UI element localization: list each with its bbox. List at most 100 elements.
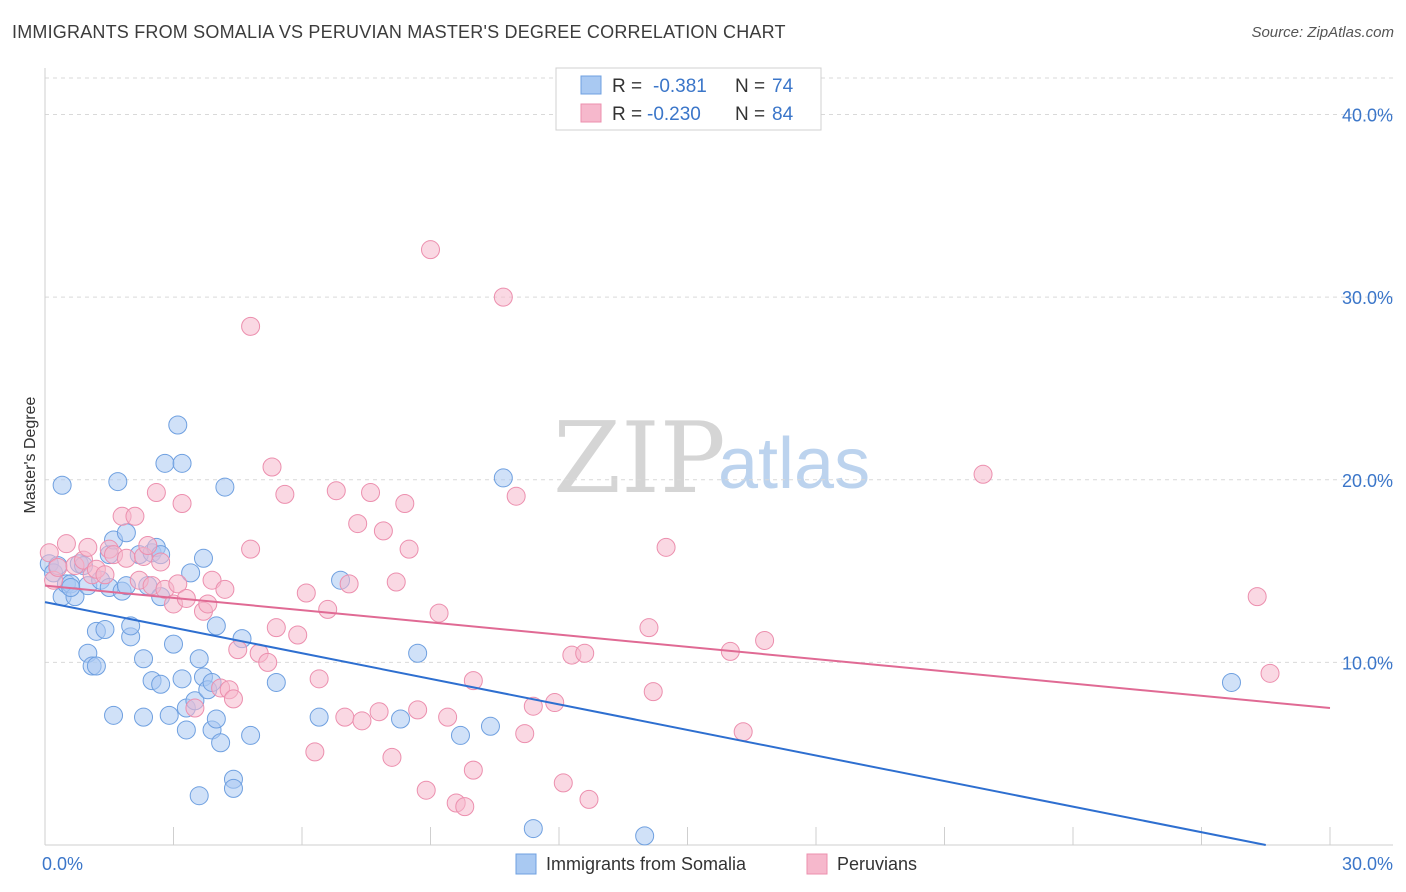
point-peruvians bbox=[151, 552, 171, 572]
point-peruvians bbox=[455, 797, 475, 817]
point-somalia bbox=[309, 707, 329, 727]
point-somalia bbox=[134, 707, 154, 727]
point-peruvians bbox=[185, 698, 205, 718]
point-peruvians bbox=[656, 537, 676, 557]
chart-title: IMMIGRANTS FROM SOMALIA VS PERUVIAN MAST… bbox=[12, 22, 786, 42]
point-peruvians bbox=[493, 287, 513, 307]
point-peruvians bbox=[421, 240, 440, 260]
point-peruvians bbox=[48, 557, 68, 577]
point-peruvians bbox=[579, 789, 599, 809]
legend-r-value-blue: -0.381 bbox=[653, 76, 707, 97]
point-peruvians bbox=[168, 574, 188, 594]
source-label: Source: ZipAtlas.com bbox=[1251, 24, 1394, 41]
point-somalia bbox=[206, 616, 226, 636]
point-peruvians bbox=[125, 506, 145, 526]
point-somalia bbox=[134, 649, 154, 669]
point-somalia bbox=[95, 620, 115, 640]
point-somalia bbox=[408, 643, 428, 663]
point-somalia bbox=[155, 453, 175, 473]
point-peruvians bbox=[339, 574, 359, 594]
point-somalia bbox=[450, 725, 470, 745]
point-somalia bbox=[172, 453, 192, 473]
watermark-atlas: atlas bbox=[718, 424, 870, 504]
y-axis-label: Master's Degree bbox=[22, 396, 39, 513]
stats-legend: R = -0.381 N = 74 R = -0.230 N = 84 bbox=[555, 67, 822, 131]
point-peruvians bbox=[309, 669, 329, 689]
point-peruvians bbox=[198, 594, 218, 614]
point-somalia bbox=[193, 548, 213, 568]
x-tick-label: 0.0% bbox=[42, 854, 83, 874]
point-somalia bbox=[635, 826, 655, 846]
point-peruvians bbox=[515, 724, 535, 744]
x-tick-label: 30.0% bbox=[1342, 854, 1393, 874]
point-somalia bbox=[223, 778, 243, 798]
point-peruvians bbox=[386, 572, 406, 592]
point-peruvians bbox=[318, 599, 338, 619]
point-somalia bbox=[121, 616, 141, 636]
legend-r-label-blue: R = bbox=[612, 76, 642, 97]
point-somalia bbox=[104, 705, 124, 725]
point-peruvians bbox=[116, 548, 136, 568]
y-tick-label: 30.0% bbox=[1342, 288, 1393, 308]
point-somalia bbox=[116, 523, 136, 543]
point-peruvians bbox=[575, 643, 595, 663]
point-peruvians bbox=[326, 481, 346, 501]
trendline-peruvians bbox=[44, 584, 1331, 710]
point-somalia bbox=[1221, 672, 1241, 692]
point-peruvians bbox=[78, 537, 98, 557]
point-peruvians bbox=[305, 742, 325, 762]
bottom-legend-swatch-blue bbox=[515, 853, 537, 875]
point-peruvians bbox=[416, 780, 436, 800]
point-peruvians bbox=[429, 603, 449, 623]
point-peruvians bbox=[39, 543, 59, 563]
point-peruvians bbox=[395, 494, 415, 514]
axes bbox=[44, 68, 1393, 846]
legend-n-value-blue: 74 bbox=[772, 76, 794, 97]
point-somalia bbox=[391, 709, 411, 729]
point-peruvians bbox=[172, 494, 192, 514]
point-peruvians bbox=[348, 514, 368, 534]
legend-r-value-pink: -0.230 bbox=[647, 104, 701, 125]
point-somalia bbox=[215, 477, 235, 497]
point-peruvians bbox=[241, 539, 261, 559]
point-somalia bbox=[211, 733, 231, 753]
bottom-legend-label-blue: Immigrants from Somalia bbox=[546, 854, 747, 874]
point-peruvians bbox=[523, 696, 543, 716]
point-somalia bbox=[189, 786, 209, 806]
point-peruvians bbox=[973, 464, 993, 484]
point-somalia bbox=[206, 709, 226, 729]
y-tick-label: 10.0% bbox=[1342, 653, 1393, 673]
point-peruvians bbox=[138, 536, 158, 556]
point-peruvians bbox=[335, 707, 355, 727]
tick-labels: 10.0% 20.0% 30.0% 40.0% 0.0% 30.0% bbox=[42, 106, 1393, 874]
trendline-somalia bbox=[44, 601, 1266, 846]
point-peruvians bbox=[438, 707, 458, 727]
point-somalia bbox=[523, 819, 543, 839]
point-peruvians bbox=[399, 539, 419, 559]
point-peruvians bbox=[275, 484, 295, 504]
point-peruvians bbox=[258, 652, 278, 672]
point-somalia bbox=[266, 672, 286, 692]
point-peruvians bbox=[755, 630, 775, 650]
point-peruvians bbox=[215, 579, 235, 599]
point-somalia bbox=[176, 720, 196, 740]
point-peruvians bbox=[553, 773, 573, 793]
point-somalia bbox=[480, 716, 500, 736]
point-somalia bbox=[493, 468, 513, 488]
point-peruvians bbox=[1247, 587, 1267, 607]
point-peruvians bbox=[382, 747, 402, 767]
point-somalia bbox=[159, 705, 179, 725]
point-peruvians bbox=[1260, 663, 1280, 683]
legend-r-label-pink: R = bbox=[612, 104, 642, 125]
point-somalia bbox=[241, 725, 261, 745]
point-peruvians bbox=[643, 682, 663, 702]
point-somalia bbox=[181, 563, 201, 583]
point-peruvians bbox=[352, 711, 372, 731]
point-peruvians bbox=[408, 700, 428, 720]
point-peruvians bbox=[506, 486, 526, 506]
point-peruvians bbox=[463, 760, 483, 780]
legend-swatch-blue bbox=[580, 75, 602, 95]
legend-swatch-pink bbox=[580, 103, 602, 123]
point-peruvians bbox=[223, 689, 243, 709]
legend-n-value-pink: 84 bbox=[772, 104, 794, 125]
